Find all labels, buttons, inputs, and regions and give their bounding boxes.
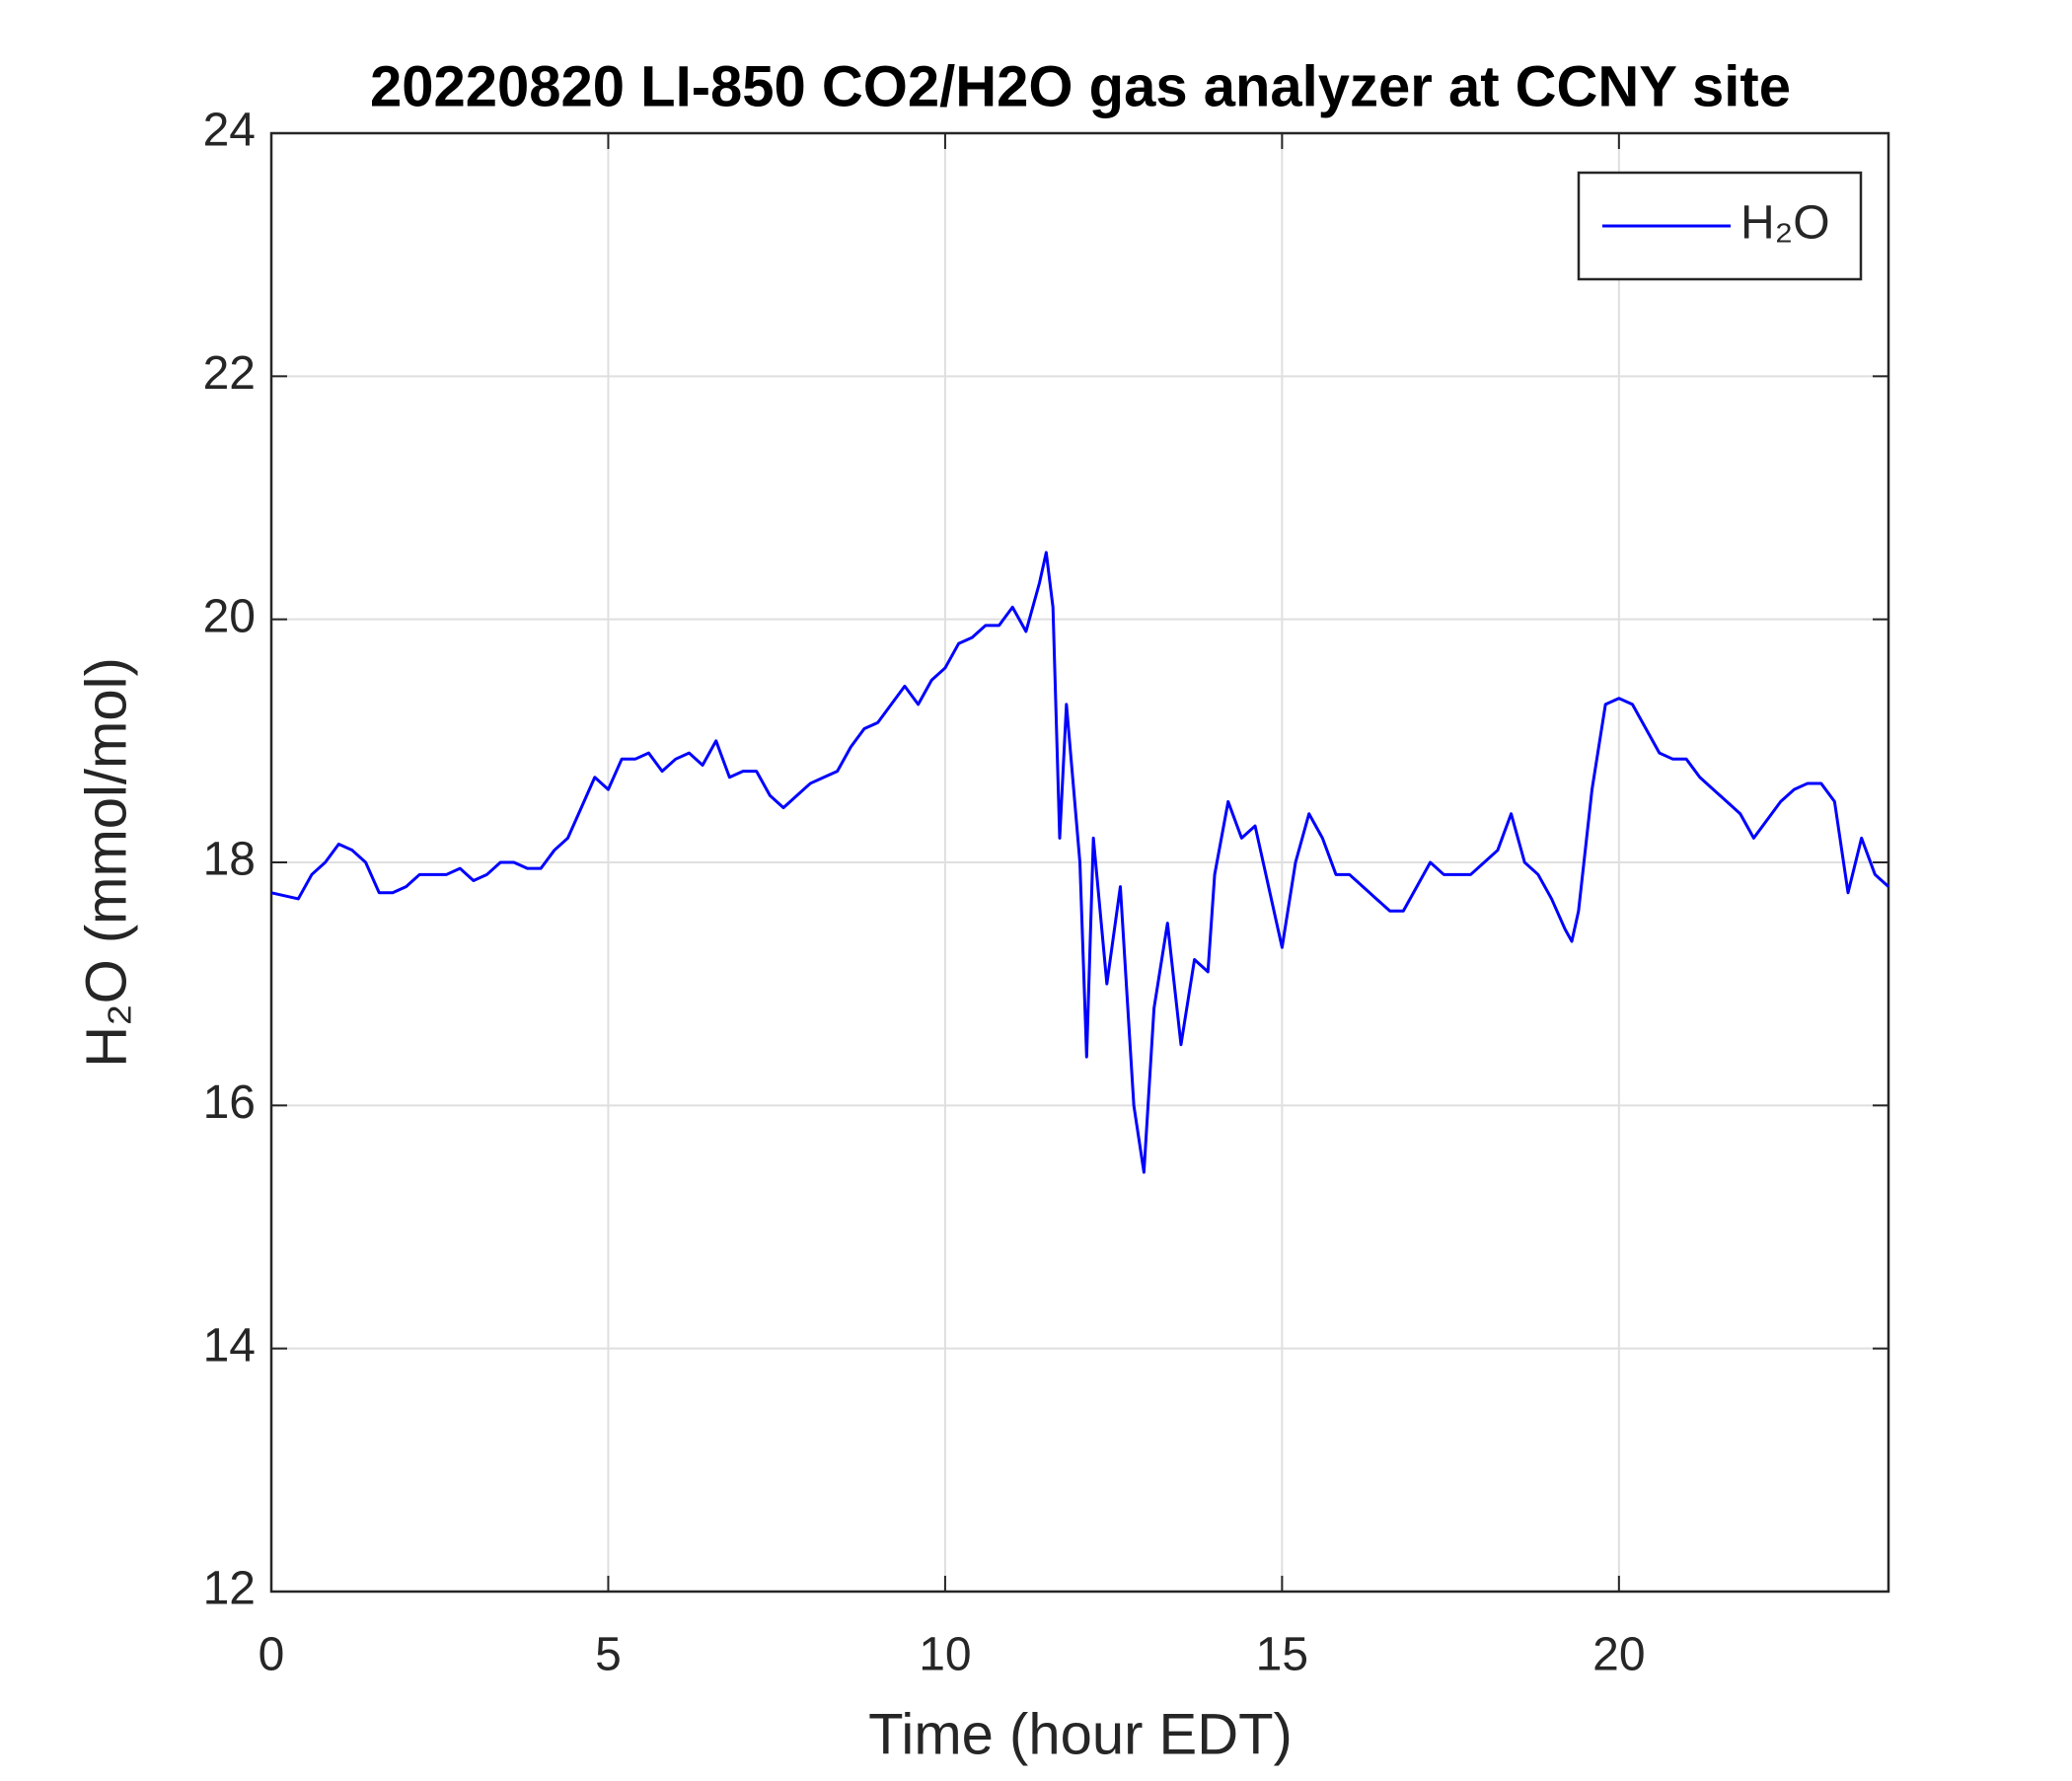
y-tick-label: 22	[203, 347, 256, 400]
x-tick-label: 20	[1592, 1629, 1645, 1681]
y-tick-label: 16	[203, 1076, 256, 1129]
x-axis-label: Time (hour EDT)	[868, 1702, 1293, 1766]
x-tick-label: 10	[919, 1629, 971, 1681]
y-axis-label: H₂O (mmol/mol)	[74, 657, 138, 1068]
y-tick-label: 14	[203, 1319, 256, 1372]
x-tick-label: 0	[259, 1629, 285, 1681]
legend-label: H₂O	[1740, 197, 1830, 250]
x-tick-label: 15	[1256, 1629, 1308, 1681]
y-tick-label: 24	[203, 105, 256, 157]
plot-frame	[269, 131, 1890, 1594]
y-tick-label: 18	[203, 834, 256, 886]
y-tick-label: 20	[203, 590, 256, 642]
chart-title: 20220820 LI-850 CO2/H2O gas analyzer at …	[370, 54, 1791, 118]
x-tick-label: 5	[595, 1629, 622, 1681]
data-line	[270, 551, 1890, 1174]
y-tick-label: 12	[203, 1563, 256, 1615]
